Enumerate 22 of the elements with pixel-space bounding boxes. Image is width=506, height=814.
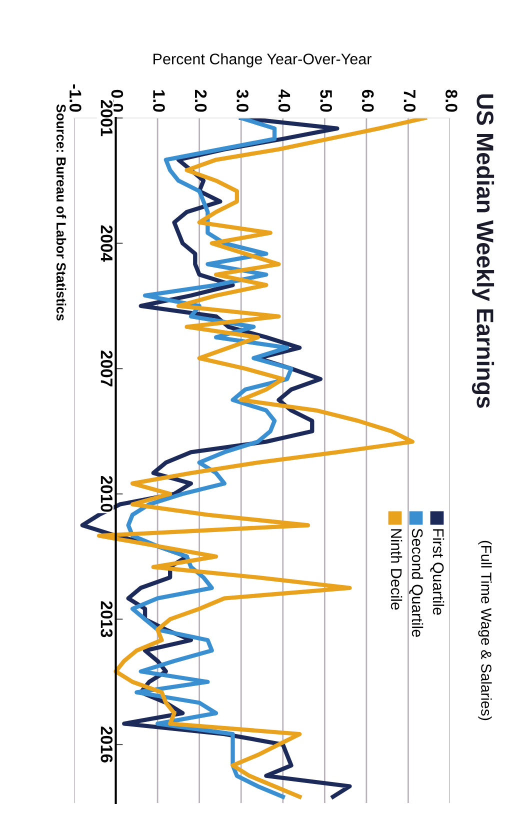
x-tick-label: 6.0 bbox=[362, 90, 374, 112]
legend-label: First Quartile bbox=[430, 529, 444, 615]
x-tick-label: 4.0 bbox=[278, 90, 290, 112]
x-tick-label: -1.0 bbox=[70, 84, 82, 112]
source-note: Source: Bureau of Labor Statistics bbox=[56, 104, 66, 320]
x-axis-title: Percent Change Year-Over-Year bbox=[154, 53, 372, 68]
y-tick-label: 2010 bbox=[100, 476, 113, 512]
y-tick-label: 2001 bbox=[100, 100, 113, 136]
text: (Full Time Wage & Salaries) bbox=[478, 540, 492, 720]
y-tick-label: 2016 bbox=[100, 726, 113, 762]
y-tick-label: 2004 bbox=[100, 225, 113, 262]
x-tick-label: 3.0 bbox=[236, 90, 248, 112]
x-tick-label: 2.0 bbox=[194, 90, 207, 112]
text: US Median Weekly Earnings bbox=[472, 94, 494, 408]
x-tick-label: 8.0 bbox=[446, 90, 458, 112]
x-tick-label: 5.0 bbox=[320, 90, 332, 112]
legend-label: Second Quartile bbox=[409, 528, 424, 637]
y-tick-label: 2007 bbox=[100, 350, 113, 386]
y-tick-label: 2013 bbox=[100, 601, 113, 638]
legend-label: Ninth Decile bbox=[390, 529, 402, 610]
x-tick-label: 7.0 bbox=[404, 90, 416, 112]
x-tick-label: 1.0 bbox=[153, 90, 165, 112]
